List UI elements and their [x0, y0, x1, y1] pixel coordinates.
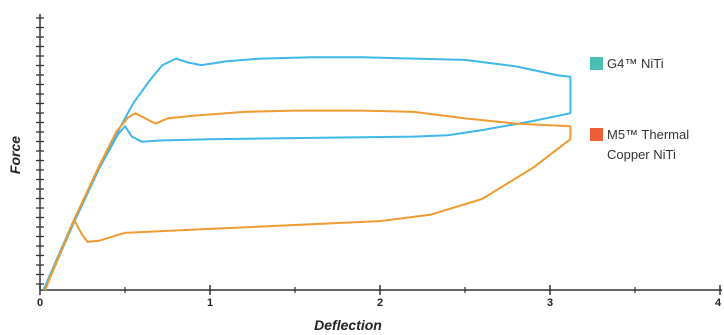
legend-m5: M5™ Thermal Copper NiTi: [590, 125, 689, 165]
x-tick-label: 3: [547, 297, 553, 309]
legend-label-g4: G4™ NiTi: [607, 56, 664, 71]
legend-label-m5-line1: M5™ Thermal: [607, 127, 690, 142]
x-tick-label: 1: [207, 297, 213, 309]
series-line-m5-thermal-copper-niti: [44, 109, 572, 291]
legend-swatch-m5: [590, 128, 603, 141]
x-tick-label: 2: [377, 297, 383, 309]
series-layer: [42, 56, 572, 291]
legend-label-m5: M5™ Thermal Copper NiTi: [607, 125, 689, 165]
x-tick-label: 4: [715, 297, 722, 309]
x-tick-label: 0: [37, 297, 43, 309]
x-tick-labels: 0 1 2 3 4: [37, 297, 722, 309]
legend-g4: G4™ NiTi: [590, 54, 664, 74]
legend-swatch-g4: [590, 57, 603, 70]
legend-label-m5-line2: Copper NiTi: [607, 147, 676, 162]
x-axis-title: Deflection: [314, 317, 382, 333]
series-line-g4-niti: [42, 56, 572, 291]
y-axis-title: Force: [7, 136, 23, 174]
